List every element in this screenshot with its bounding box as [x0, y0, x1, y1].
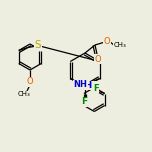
Text: O: O: [95, 55, 101, 64]
Text: NH₂: NH₂: [77, 81, 96, 90]
Text: F: F: [81, 97, 87, 107]
Text: F: F: [93, 84, 98, 93]
Text: CH₃: CH₃: [114, 42, 126, 48]
Text: NH: NH: [73, 80, 87, 89]
Text: O: O: [104, 36, 110, 45]
Text: S: S: [35, 40, 41, 50]
Text: CH₃: CH₃: [18, 91, 30, 97]
Text: O: O: [27, 78, 33, 86]
